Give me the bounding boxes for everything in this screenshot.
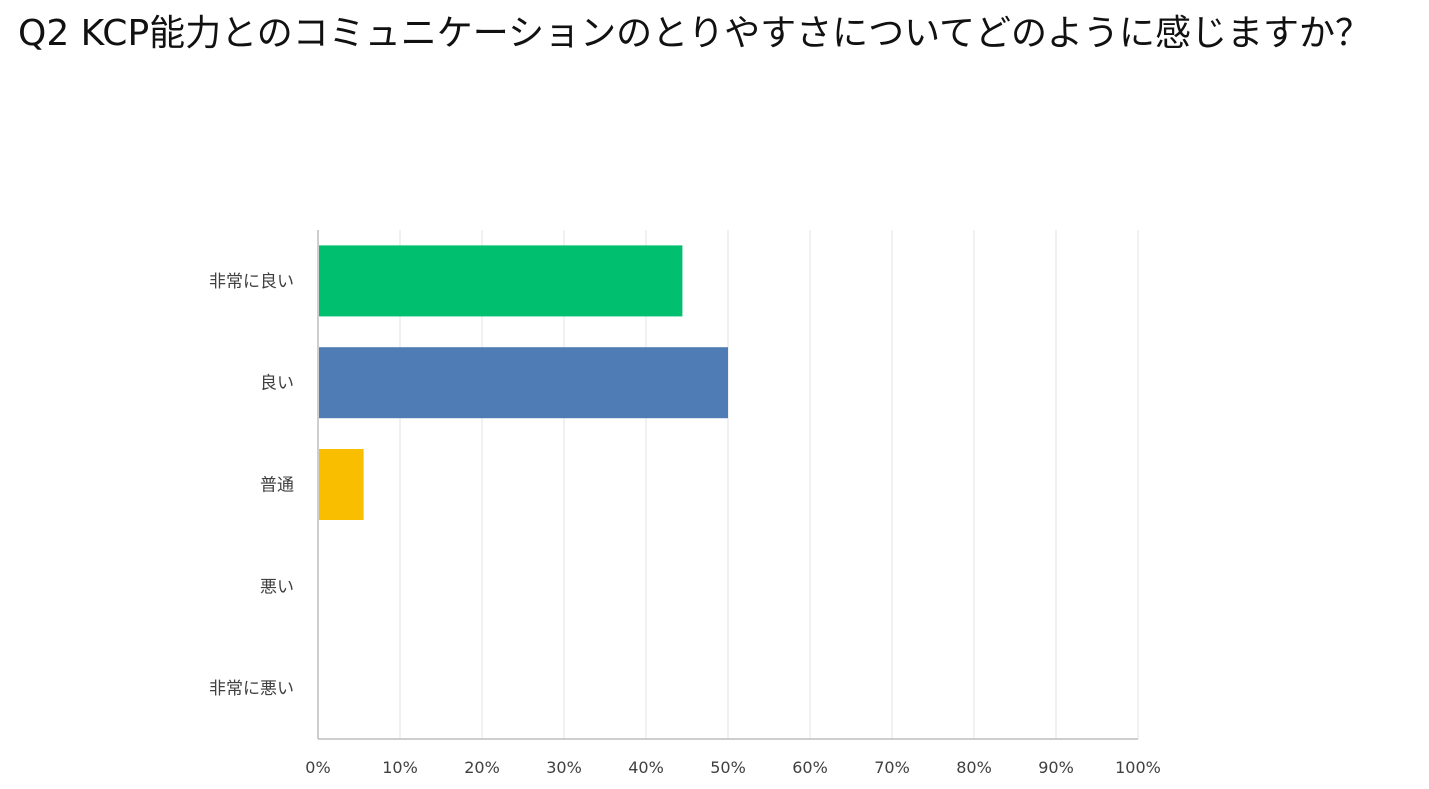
- x-tick-label: 30%: [546, 758, 582, 777]
- x-tick-label: 100%: [1115, 758, 1161, 777]
- x-tick-label: 20%: [464, 758, 500, 777]
- category-label: 非常に良い: [209, 272, 294, 292]
- bar: [319, 449, 364, 520]
- bars: [319, 245, 728, 520]
- bar: [319, 245, 683, 317]
- axes: [317, 230, 1138, 740]
- chart-title: Q2 KCP能力とのコミュニケーションのとりやすさについてどのように感じますか？: [17, 13, 1371, 54]
- x-tick-label: 90%: [1038, 758, 1074, 777]
- x-tick-label: 10%: [382, 758, 418, 777]
- x-tick-label: 80%: [956, 758, 992, 777]
- x-tick-label: 40%: [628, 758, 664, 777]
- x-tick-label: 60%: [792, 758, 828, 777]
- category-label: 普通: [260, 476, 294, 496]
- bar: [319, 347, 728, 419]
- category-label: 良い: [260, 374, 294, 394]
- category-label: 悪い: [260, 577, 294, 597]
- tick-labels: 0% 10% 20% 30% 40% 50% 60% 70% 80% 90% 100%: [305, 758, 1161, 777]
- category-label: 非常に悪い: [209, 679, 294, 699]
- x-tick-label: 0%: [305, 758, 330, 777]
- x-tick-label: 50%: [710, 758, 746, 777]
- x-tick-label: 70%: [874, 758, 910, 777]
